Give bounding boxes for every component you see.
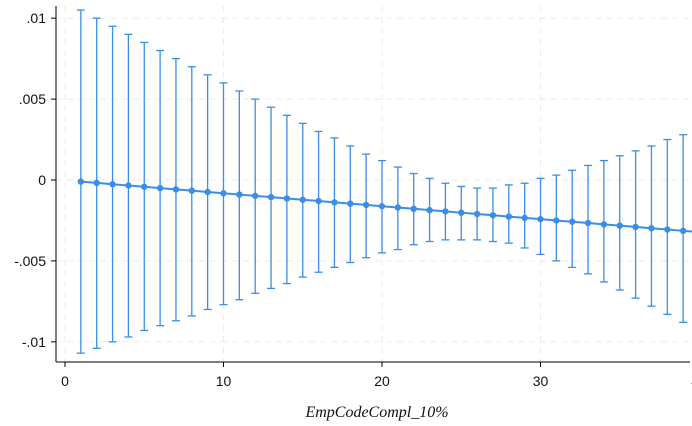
estimate-point bbox=[267, 193, 275, 201]
estimate-point bbox=[537, 215, 544, 223]
x-tick-label: 0 bbox=[61, 373, 69, 389]
estimate-point bbox=[648, 225, 655, 232]
estimate-point bbox=[204, 188, 211, 196]
x-axis-label: EmpCodeCompl_10% bbox=[304, 404, 448, 421]
estimate-point bbox=[172, 186, 180, 193]
y-tick-label: .005 bbox=[19, 91, 46, 107]
estimate-point bbox=[584, 219, 592, 227]
estimate-point bbox=[426, 206, 433, 214]
y-tick-label: -.005 bbox=[14, 253, 46, 269]
estimate-point bbox=[109, 181, 116, 188]
estimate-point bbox=[632, 223, 639, 231]
estimate-point bbox=[347, 200, 354, 207]
estimate-point bbox=[616, 222, 623, 229]
estimate-point bbox=[569, 218, 576, 225]
estimate-point bbox=[236, 191, 243, 198]
grid-lines bbox=[56, 6, 690, 362]
estimate-point bbox=[283, 195, 291, 202]
plot-marks bbox=[76, 9, 692, 354]
y-tick-label: 0 bbox=[38, 172, 46, 188]
x-tick-label: 20 bbox=[374, 373, 390, 389]
estimate-point bbox=[77, 178, 85, 185]
estimate-point bbox=[378, 203, 386, 210]
estimate-point bbox=[156, 184, 164, 192]
x-tick-label: 10 bbox=[216, 373, 232, 389]
estimate-point bbox=[125, 182, 132, 189]
x-tick-label: 30 bbox=[533, 373, 549, 389]
estimate-point bbox=[188, 187, 195, 194]
estimate-point bbox=[458, 209, 465, 216]
estimate-point bbox=[521, 214, 528, 222]
estimate-point bbox=[315, 197, 322, 205]
estimate-point bbox=[394, 204, 402, 211]
estimate-point bbox=[442, 208, 449, 215]
y-tick-label: -.01 bbox=[22, 334, 46, 350]
estimate-point bbox=[220, 190, 227, 197]
estimate-point bbox=[299, 196, 306, 203]
estimate-line bbox=[80, 180, 692, 233]
y-tick-label: .01 bbox=[27, 10, 47, 26]
estimate-point bbox=[410, 205, 417, 213]
estimate-point bbox=[252, 192, 259, 200]
estimate-point bbox=[505, 213, 512, 220]
estimate-point bbox=[473, 210, 481, 218]
estimate-point bbox=[93, 179, 100, 187]
estimate-point bbox=[553, 217, 560, 224]
estimate-point bbox=[362, 201, 370, 209]
estimate-point bbox=[331, 199, 338, 206]
estimate-point bbox=[489, 212, 497, 219]
estimate-point bbox=[679, 227, 687, 235]
estimate-point bbox=[664, 226, 671, 233]
estimate-point bbox=[600, 221, 608, 228]
estimate-point bbox=[141, 183, 148, 190]
